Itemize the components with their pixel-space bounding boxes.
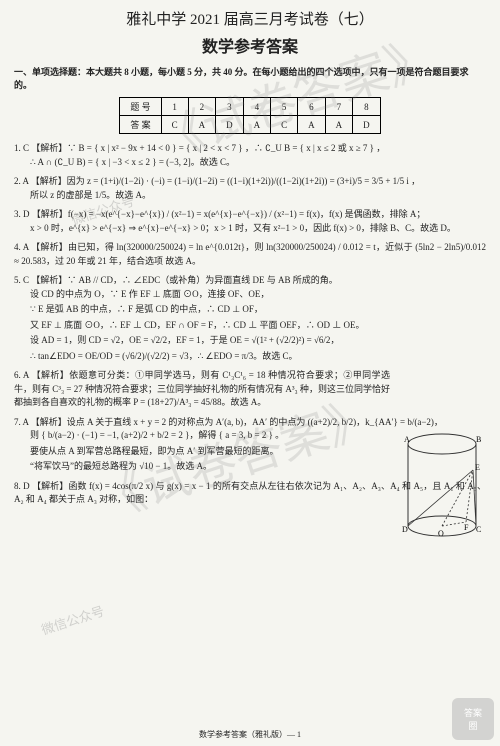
watermark-small-2: 微信公众号 bbox=[39, 600, 107, 638]
page-footer: 数学参考答案（雅礼版）— 1 bbox=[0, 729, 500, 740]
item-line: ∵ E 是弧 AB 的中点，∴ F 是弧 CD 的中点，∴ CD ⊥ OF， bbox=[30, 303, 390, 317]
ans-num-3: 3 bbox=[216, 98, 244, 116]
solution-item: 4. A 【解析】由已知，得 ln(320000/250024) = ln e^… bbox=[14, 241, 486, 268]
svg-text:E: E bbox=[475, 463, 480, 472]
item-line: 【解析】由已知，得 ln(320000/250024) = ln e^{0.01… bbox=[14, 242, 486, 266]
item-number: 8. D bbox=[14, 481, 32, 491]
answer-table: 题 号 1 2 3 4 5 6 7 8 答 案 C A D A C A A D bbox=[119, 97, 380, 134]
ans-num-1: 1 bbox=[161, 98, 188, 116]
item-number: 1. C bbox=[14, 143, 31, 153]
solution-item: 3. D 【解析】f(−x) = −x(e^{−x}−e^{x}) / (x²−… bbox=[14, 208, 486, 235]
item-number: 4. A bbox=[14, 242, 31, 252]
ans-num-6: 6 bbox=[298, 98, 326, 116]
item-line: 所以 z 的虚部是 1/5。故选 A。 bbox=[30, 189, 486, 203]
ans-num-2: 2 bbox=[188, 98, 216, 116]
svg-text:O: O bbox=[438, 529, 444, 538]
cylinder-diagram: A B C D E F O bbox=[398, 430, 486, 540]
item-line: 【解析】∵ AB // CD，∴ ∠EDC（或补角）为异面直线 DE 与 AB … bbox=[31, 275, 338, 285]
ans-6: A bbox=[298, 116, 326, 134]
item-line: 【解析】f(−x) = −x(e^{−x}−e^{x}) / (x²−1) = … bbox=[32, 209, 426, 219]
answer-table-rowlabel: 答 案 bbox=[120, 116, 161, 134]
answer-table-head: 题 号 bbox=[120, 98, 161, 116]
ans-num-7: 7 bbox=[325, 98, 353, 116]
ans-1: C bbox=[161, 116, 188, 134]
item-number: 2. A bbox=[14, 176, 31, 186]
item-number: 3. D bbox=[14, 209, 32, 219]
item-line: 又 EF ⊥ 底面 ⊙O，∴ EF ⊥ CD，EF ∩ OF = F，∴ CD … bbox=[30, 319, 390, 333]
ans-8: D bbox=[353, 116, 381, 134]
ans-num-5: 5 bbox=[271, 98, 298, 116]
section-1-heading: 一、单项选择题：本大题共 8 小题，每小题 5 分，共 40 分。在每小题给出的… bbox=[14, 65, 486, 91]
item-line: 【解析】因为 z = (1+i)/(1−2i) · (−i) = (1−i)/(… bbox=[31, 176, 420, 186]
item-number: 6. A bbox=[14, 370, 32, 380]
svg-text:C: C bbox=[476, 525, 481, 534]
item-line: 【解析】∵ B = { x | x² − 9x + 14 < 0 } = { x… bbox=[31, 143, 385, 153]
solution-item: 5. C 【解析】∵ AB // CD，∴ ∠EDC（或补角）为异面直线 DE … bbox=[14, 274, 486, 363]
item-number: 5. C bbox=[14, 275, 31, 285]
svg-text:A: A bbox=[404, 435, 410, 444]
ans-num-4: 4 bbox=[243, 98, 271, 116]
school-title: 雅礼中学 2021 届高三月考试卷（七） bbox=[14, 8, 486, 29]
svg-text:F: F bbox=[464, 523, 469, 532]
ans-num-8: 8 bbox=[353, 98, 381, 116]
ans-5: C bbox=[271, 116, 298, 134]
ans-2: A bbox=[188, 116, 216, 134]
solution-item: 1. C 【解析】∵ B = { x | x² − 9x + 14 < 0 } … bbox=[14, 142, 486, 169]
svg-text:B: B bbox=[476, 435, 481, 444]
stamp-l1: 答案 bbox=[464, 706, 482, 719]
answer-stamp: 答案 圈 bbox=[452, 698, 494, 740]
subject-title: 数学参考答案 bbox=[14, 33, 486, 57]
stamp-l2: 圈 bbox=[468, 719, 477, 732]
ans-7: A bbox=[325, 116, 353, 134]
ans-4: A bbox=[243, 116, 271, 134]
solution-item: 6. A 【解析】依题意可分类：①甲同学选马，则有 C¹₃C¹₆ = 18 种情… bbox=[14, 369, 486, 410]
item-line: ∴ A ∩ (∁_U B) = { x | −3 < x ≤ 2 } = (−3… bbox=[30, 156, 486, 170]
item-line: 设 CD 的中点为 O，∵ E 作 EF ⊥ 底面 ⊙O，连接 OF、OE， bbox=[30, 288, 390, 302]
item-number: 7. A bbox=[14, 417, 31, 427]
item-line: 设 AD = 1，则 CD = √2，OE = √2/2，EF = 1，于是 O… bbox=[30, 334, 390, 348]
item-line: x > 0 时，e^{x} > e^{−x} ⇒ e^{x}−e^{−x} > … bbox=[30, 222, 486, 236]
item-line: 【解析】设点 A 关于直线 x + y = 2 的对称点为 A′(a, b)，A… bbox=[31, 417, 443, 427]
ans-3: D bbox=[216, 116, 244, 134]
solution-item: 2. A 【解析】因为 z = (1+i)/(1−2i) · (−i) = (1… bbox=[14, 175, 486, 202]
item-line: 【解析】依题意可分类：①甲同学选马，则有 C¹₃C¹₆ = 18 种情况符合要求… bbox=[14, 370, 390, 407]
svg-text:D: D bbox=[402, 525, 408, 534]
item-line: ∴ tan∠EDO = OE/OD = (√6/2)/(√2/2) = √3，∴… bbox=[30, 350, 390, 364]
